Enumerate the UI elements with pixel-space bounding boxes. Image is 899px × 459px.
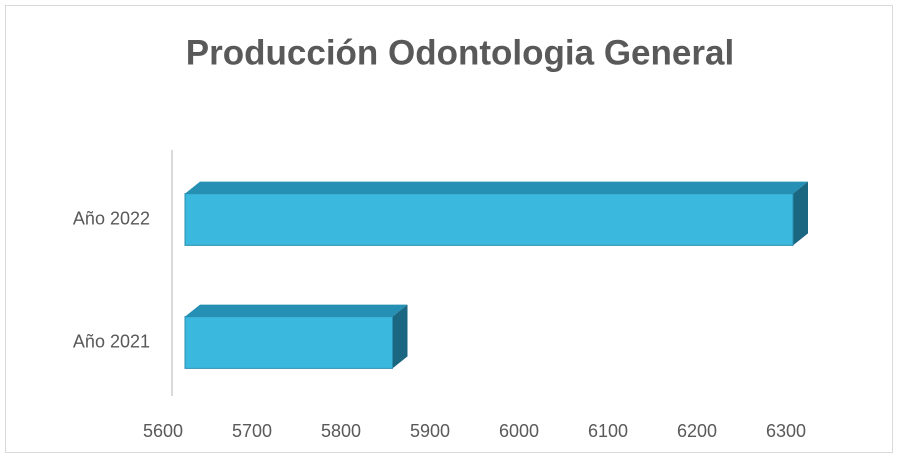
x-tick-label: 6300	[766, 421, 806, 441]
bar-side	[392, 304, 408, 369]
y-tick-label: Año 2021	[73, 331, 150, 351]
bar-side	[793, 181, 808, 246]
bar	[184, 181, 808, 246]
chart-title: Producción Odontologia General	[186, 33, 734, 72]
x-tick-label: 6000	[499, 421, 539, 441]
x-tick-label: 5900	[410, 421, 450, 441]
bar-top	[185, 304, 408, 317]
x-tick-label: 5800	[321, 421, 361, 441]
x-tick-label: 5700	[232, 421, 272, 441]
x-tick-label: 5600	[143, 421, 183, 441]
x-tick-label: 6100	[588, 421, 628, 441]
x-tick-label: 6200	[677, 421, 717, 441]
bar-front	[184, 316, 393, 369]
bar	[184, 304, 408, 369]
y-tick-label: Año 2022	[73, 208, 150, 228]
bar-front	[184, 193, 794, 246]
bar-top	[185, 181, 808, 194]
